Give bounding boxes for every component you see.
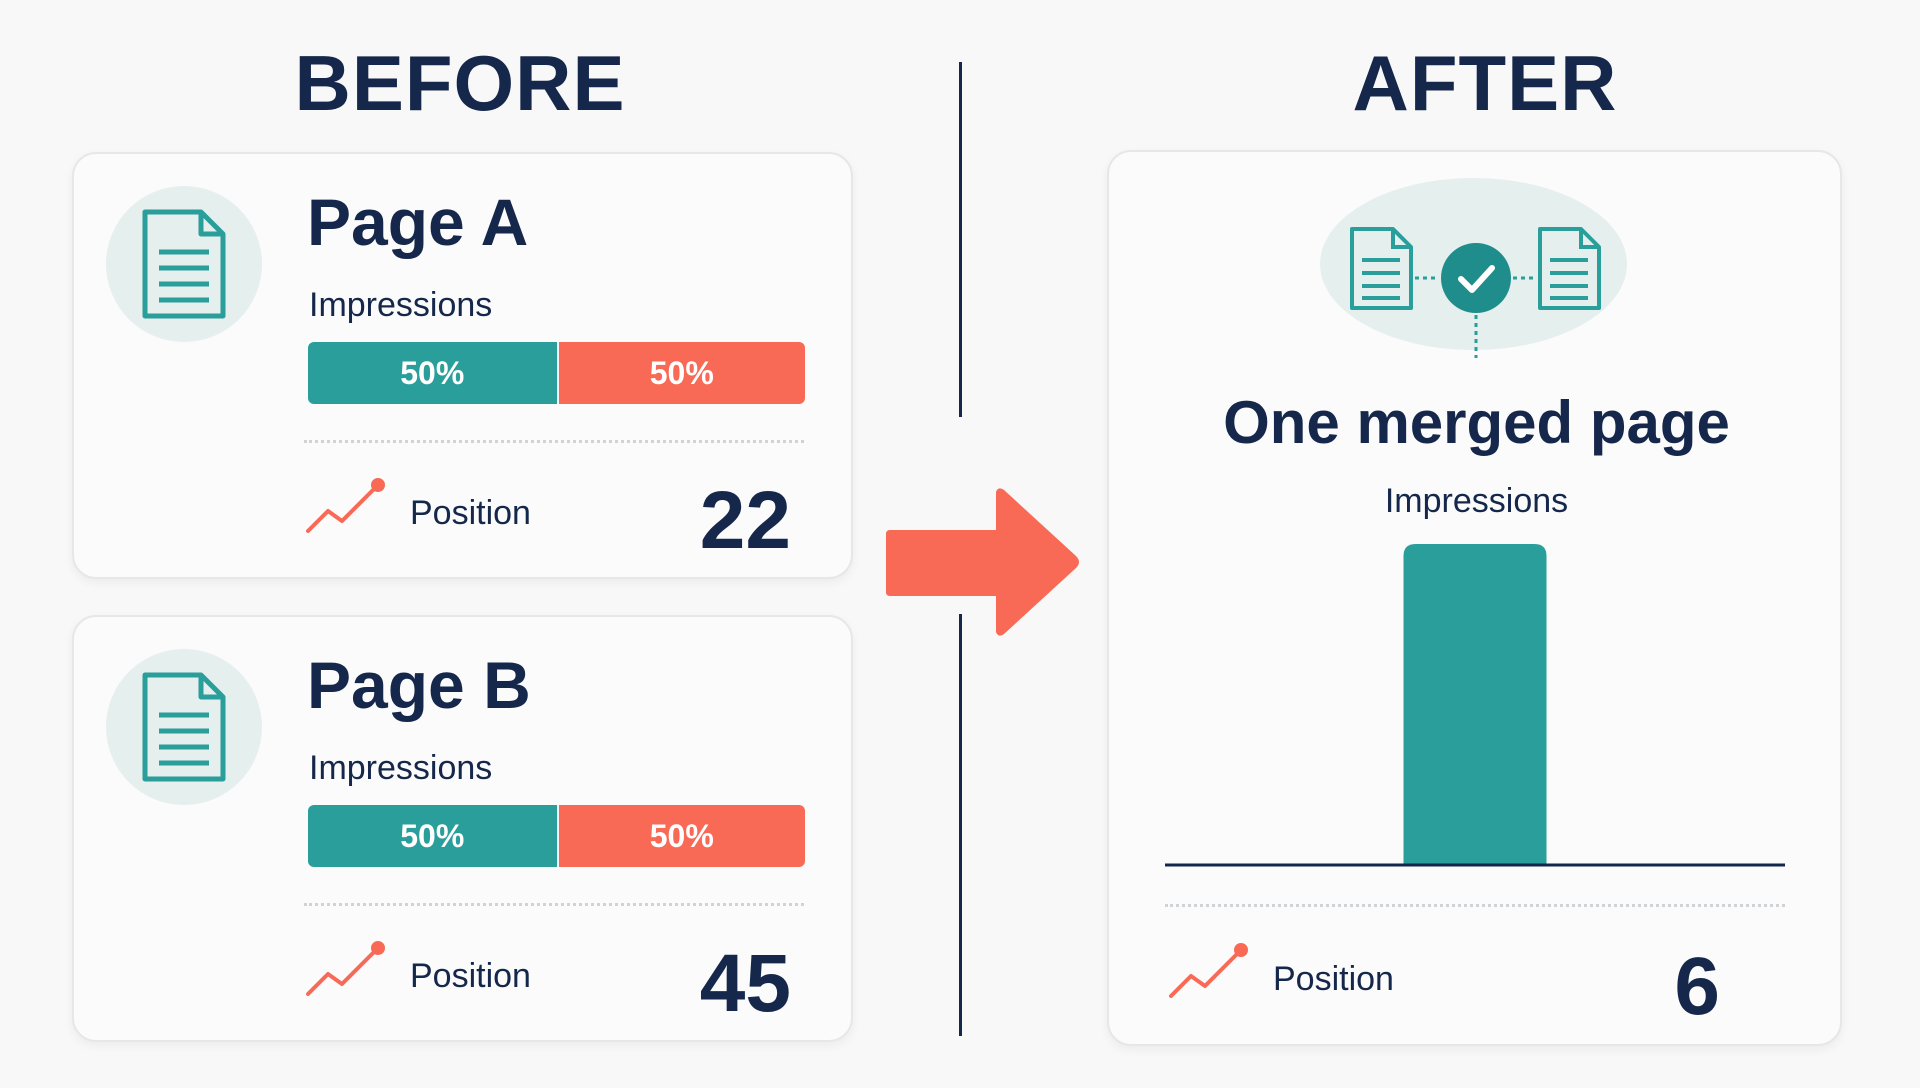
before-heading: BEFORE [294, 39, 626, 127]
position-value: 45 [699, 938, 791, 1029]
page-a-card: Page A Impressions 50% 50% Position 22 [72, 152, 853, 579]
trend-up-icon [306, 941, 385, 996]
document-icon-circle [106, 649, 262, 805]
document-icon [142, 672, 226, 782]
page-title: Page B [307, 648, 531, 722]
impressions-chart [1165, 544, 1785, 867]
position-label: Position [410, 957, 531, 995]
after-heading: AFTER [1352, 39, 1618, 127]
impressions-split-bar: 50% 50% [308, 805, 805, 867]
document-icon-circle [106, 186, 262, 342]
divider-line-top [959, 62, 962, 417]
impressions-split-bar: 50% 50% [308, 342, 805, 404]
dotted-separator [1165, 904, 1785, 907]
position-label: Position [1273, 960, 1394, 998]
position-value: 6 [1674, 941, 1720, 1032]
impressions-label: Impressions [309, 286, 493, 324]
position-label: Position [410, 494, 531, 532]
dotted-separator [304, 903, 804, 906]
impressions-segment-coral: 50% [556, 805, 805, 867]
dotted-separator [304, 440, 804, 443]
impressions-label: Impressions [1384, 482, 1569, 520]
impressions-segment-coral: 50% [556, 342, 805, 404]
position-value: 22 [699, 475, 791, 566]
merged-page-card: One merged page Impressions Position 6 [1107, 150, 1842, 1046]
impressions-segment-teal: 50% [308, 342, 557, 404]
arrow-right-icon [886, 488, 1079, 636]
divider-line-bottom [959, 614, 962, 1036]
page-title: Page A [307, 185, 529, 259]
trend-up-icon [1169, 943, 1248, 998]
impressions-label: Impressions [309, 749, 493, 787]
merge-check-icon [1350, 227, 1601, 358]
impressions-segment-teal: 50% [308, 805, 557, 867]
trend-up-icon [306, 478, 385, 533]
document-icon [142, 209, 226, 319]
merged-page-title: One merged page [1223, 389, 1730, 456]
page-b-card: Page B Impressions 50% 50% Position 45 [72, 615, 853, 1042]
impressions-bar [1403, 544, 1547, 865]
